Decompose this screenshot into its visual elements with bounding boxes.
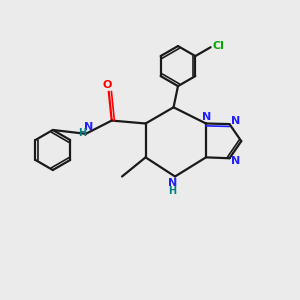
Text: N: N	[231, 116, 241, 126]
Text: H: H	[169, 186, 177, 196]
Text: O: O	[103, 80, 112, 90]
Text: Cl: Cl	[213, 41, 225, 51]
Text: N: N	[83, 122, 93, 132]
Text: N: N	[168, 178, 177, 188]
Text: H: H	[78, 128, 86, 138]
Text: N: N	[231, 156, 241, 166]
Text: N: N	[202, 112, 211, 122]
